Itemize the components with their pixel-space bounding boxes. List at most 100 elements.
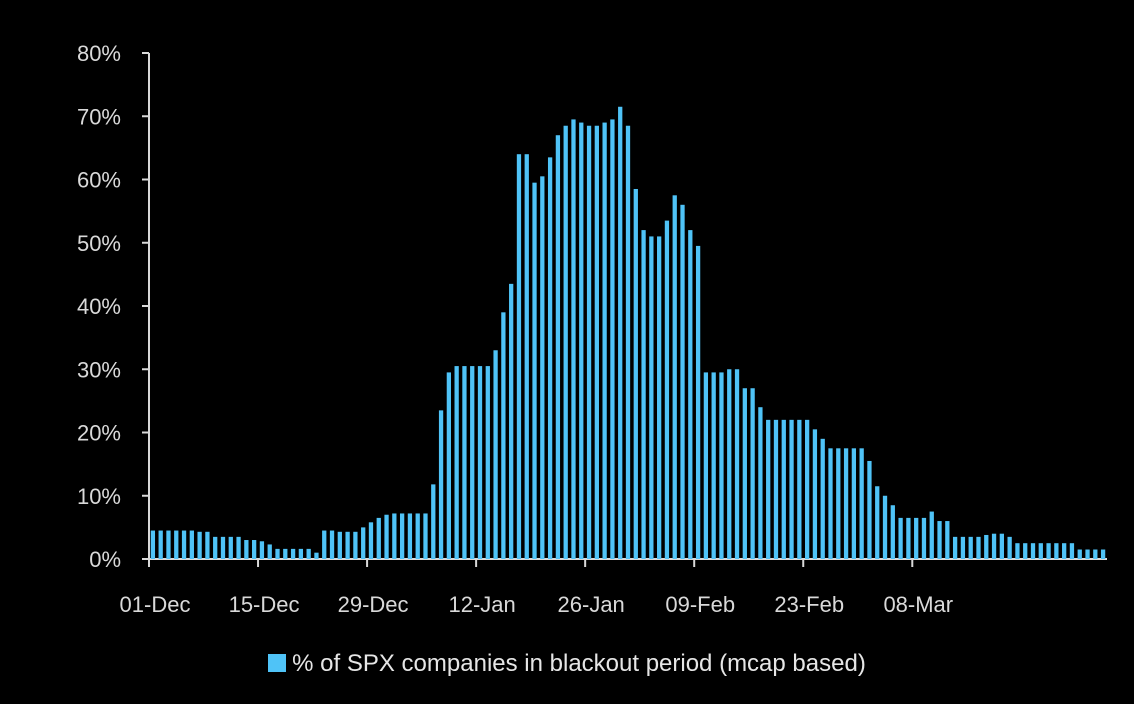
bar <box>353 531 358 559</box>
bar <box>189 530 194 559</box>
bar <box>820 438 825 559</box>
bars-group <box>150 106 1106 560</box>
bar <box>1100 549 1106 559</box>
x-tick-label: 12-Jan <box>448 592 515 617</box>
bar-chart: 0% 10% 20% 30% 40% 50% 60% 70% 80% 01-Dec 15-Dec 2… <box>77 41 1107 617</box>
bar <box>851 448 857 559</box>
bar <box>711 372 716 559</box>
bar <box>337 531 342 559</box>
bar <box>1062 543 1067 559</box>
bar <box>812 429 818 559</box>
y-tick-label: 30% <box>77 357 121 382</box>
bar <box>509 283 514 559</box>
bar <box>275 548 280 559</box>
bar <box>867 460 872 559</box>
bar <box>610 119 615 559</box>
bar <box>259 541 265 559</box>
bar <box>477 366 483 559</box>
bar <box>579 122 584 559</box>
x-tick-label: 15-Dec <box>229 592 300 617</box>
bar <box>906 517 911 559</box>
bar <box>594 125 599 560</box>
bar <box>991 533 997 559</box>
bar <box>703 372 709 559</box>
bar <box>952 536 958 559</box>
bar <box>960 536 966 559</box>
bar <box>1015 543 1020 559</box>
bar <box>392 513 397 559</box>
bar <box>734 369 740 559</box>
bar <box>571 119 576 559</box>
bar <box>213 536 218 559</box>
bar <box>516 154 522 559</box>
y-tick-label: 80% <box>77 41 121 66</box>
bar <box>945 521 950 559</box>
bar <box>197 531 202 559</box>
bar <box>719 372 724 559</box>
bar <box>898 517 903 559</box>
y-tick-label: 40% <box>77 294 121 319</box>
bar <box>485 366 490 559</box>
bar <box>555 135 561 559</box>
bar <box>563 125 568 560</box>
bar <box>1054 543 1059 559</box>
bar <box>438 410 444 559</box>
bar <box>1093 549 1098 559</box>
bar <box>220 536 226 559</box>
bar <box>158 530 163 559</box>
bar <box>1030 543 1036 559</box>
bar <box>664 220 670 560</box>
bar <box>586 125 592 560</box>
bar <box>999 533 1004 559</box>
bar <box>625 125 631 560</box>
bar <box>322 530 327 559</box>
y-ticks-group: 0% 10% 20% 30% 40% 50% 60% 70% 80% <box>77 41 149 572</box>
bar <box>376 517 381 559</box>
y-tick-label: 0% <box>89 547 121 572</box>
bar <box>766 419 771 559</box>
bar <box>1038 543 1043 559</box>
bar <box>407 513 413 559</box>
bar <box>976 536 981 559</box>
bar <box>540 176 545 559</box>
bar <box>244 540 249 559</box>
bar <box>470 366 475 559</box>
bar <box>695 245 701 559</box>
bar <box>462 366 467 559</box>
bar <box>384 514 389 559</box>
bar <box>1007 536 1012 559</box>
x-tick-label: 29-Dec <box>338 592 409 617</box>
bar <box>524 154 529 559</box>
bar <box>174 530 179 559</box>
y-tick-label: 50% <box>77 231 121 256</box>
bar <box>937 521 942 559</box>
bar <box>805 419 810 559</box>
bar <box>290 548 296 559</box>
bar <box>1046 543 1051 559</box>
bar <box>423 513 428 559</box>
x-tick-label: 08-Mar <box>883 592 953 617</box>
x-tick-label: 09-Feb <box>665 592 735 617</box>
bar <box>875 486 880 559</box>
bar <box>727 369 732 559</box>
bar <box>181 530 187 559</box>
bar <box>361 527 366 560</box>
bar <box>236 536 241 559</box>
bar <box>929 511 934 559</box>
bar <box>228 536 233 559</box>
bar <box>493 350 498 559</box>
bar <box>641 230 646 559</box>
x-tick-label: 01-Dec <box>120 592 191 617</box>
bar <box>797 419 802 559</box>
bar <box>267 544 272 559</box>
bar <box>415 513 420 559</box>
x-tick-label: 23-Feb <box>774 592 844 617</box>
bar <box>742 388 747 559</box>
bar <box>688 230 693 559</box>
bar <box>306 548 311 559</box>
bar <box>431 484 436 559</box>
bar <box>789 419 794 559</box>
bar <box>252 540 257 559</box>
bar <box>150 530 156 559</box>
